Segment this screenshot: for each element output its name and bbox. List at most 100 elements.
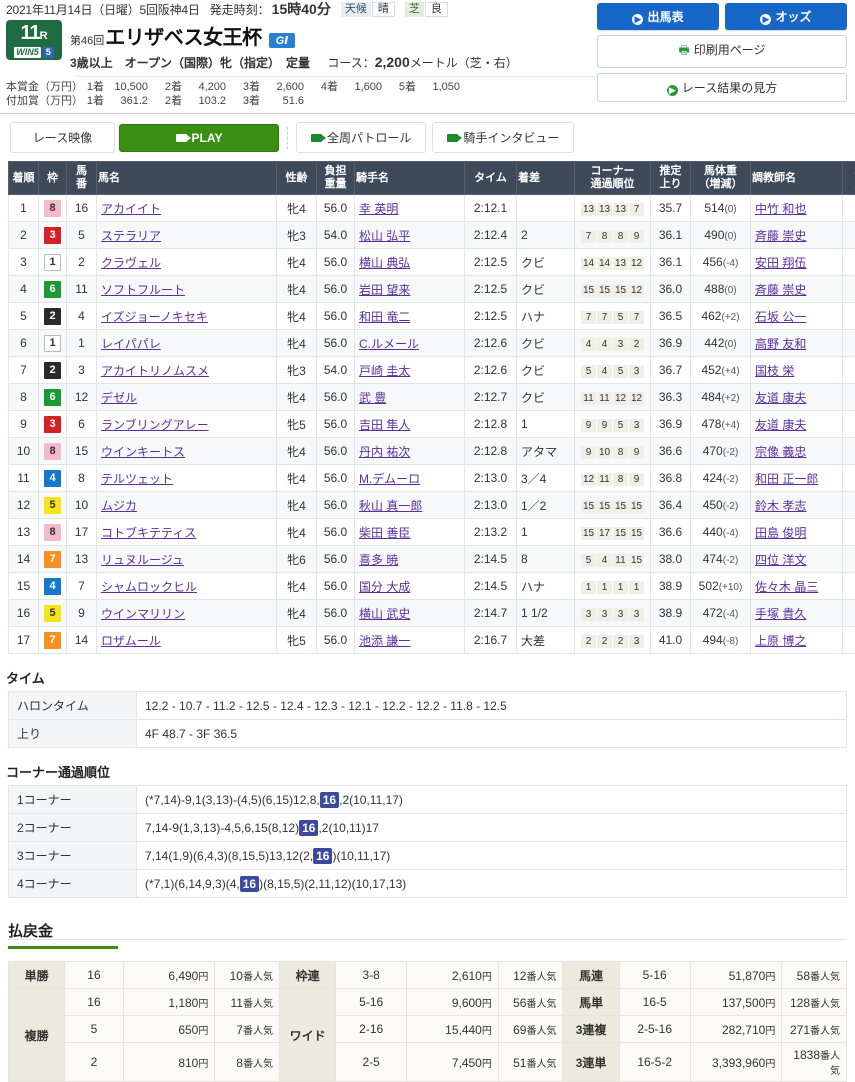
race-number: 11: [20, 22, 39, 44]
horse-link[interactable]: ムジカ: [101, 499, 137, 513]
cell-horse-name: クラヴェル: [97, 249, 277, 276]
cell-jockey: 岩田 望来: [355, 276, 465, 303]
jockey-link[interactable]: 横山 武史: [359, 607, 410, 621]
jockey-link[interactable]: 秋山 真一郎: [359, 499, 422, 513]
payout-amount: 810円: [123, 1043, 215, 1082]
trainer-link[interactable]: 高野 友和: [755, 337, 806, 351]
bracket-badge: 4: [44, 470, 61, 487]
trainer-link[interactable]: 国枝 栄: [755, 364, 794, 378]
weight-change: (-2): [723, 501, 739, 512]
cell-jockey: 松山 弘平: [355, 222, 465, 249]
trainer-link[interactable]: 鈴木 孝志: [755, 499, 806, 513]
jockey-link[interactable]: 柴田 善臣: [359, 526, 410, 540]
col-jockey: 騎手名: [355, 162, 465, 195]
jockey-link[interactable]: 武 豊: [359, 391, 386, 405]
horse-link[interactable]: シャムロックヒル: [101, 580, 197, 594]
entries-button[interactable]: ▶出馬表: [597, 3, 719, 30]
jockey-link[interactable]: 喜多 暁: [359, 553, 398, 567]
jockey-interview-button[interactable]: 騎手インタビュー: [432, 122, 574, 153]
jockey-link[interactable]: 岩田 望来: [359, 283, 410, 297]
cell-time: 2:12.5: [465, 303, 517, 330]
play-video-button[interactable]: PLAY: [119, 124, 279, 152]
cell-win-favorite: 17: [843, 546, 855, 573]
payout-combination: 16-5-2: [619, 1043, 690, 1082]
horse-link[interactable]: レイパパレ: [101, 337, 161, 351]
divider: [8, 939, 847, 940]
corner-position: 15: [613, 500, 628, 513]
payout-popularity: 8番人気: [215, 1043, 280, 1082]
trainer-link[interactable]: 四位 洋文: [755, 553, 806, 567]
cell-horse-name: コトブキテティス: [97, 519, 277, 546]
patrol-video-button[interactable]: 全周パトロール: [296, 122, 426, 153]
horse-link[interactable]: アカイトリノムスメ: [101, 364, 209, 378]
cell-finish-position: 8: [9, 384, 39, 411]
cell-horse-weight: 474(-2): [691, 546, 751, 573]
trainer-link[interactable]: 斉藤 崇史: [755, 283, 806, 297]
trainer-link[interactable]: 石坂 公一: [755, 310, 806, 324]
horse-link[interactable]: ウインキートス: [101, 445, 185, 459]
corner-position: 3: [629, 365, 644, 378]
how-to-read-results-button[interactable]: ▶レース結果の見方: [597, 73, 847, 102]
horse-link[interactable]: デゼル: [101, 391, 137, 405]
cell-sex-age: 牝4: [277, 465, 317, 492]
horse-link[interactable]: イズジョーノキセキ: [101, 310, 208, 324]
jockey-link[interactable]: 和田 竜二: [359, 310, 410, 324]
cell-trainer: 四位 洋文: [751, 546, 843, 573]
horse-link[interactable]: ステラリア: [101, 229, 161, 243]
race-date: 2021年11月14日（日曜）5回阪神4日: [6, 1, 200, 18]
horse-link[interactable]: コトブキテティス: [101, 526, 196, 540]
horse-link[interactable]: ランブリングアレー: [101, 418, 209, 432]
payout-number: 16: [65, 962, 123, 989]
cell-horse-name: ランブリングアレー: [97, 411, 277, 438]
jockey-link[interactable]: M.デムーロ: [359, 472, 420, 486]
horse-link[interactable]: ロザムール: [101, 634, 161, 648]
cell-horse-number: 6: [67, 411, 97, 438]
horse-link[interactable]: リュヌルージュ: [101, 553, 184, 567]
corner-position: 5: [613, 419, 628, 432]
cell-win-favorite: 7: [843, 222, 855, 249]
jockey-link[interactable]: 吉田 隼人: [359, 418, 410, 432]
jockey-link[interactable]: 松山 弘平: [359, 229, 410, 243]
prize-value: 51.6: [260, 94, 304, 108]
payout-combination: 5-16: [336, 989, 407, 1016]
trainer-link[interactable]: 和田 正一郎: [755, 472, 818, 486]
trainer-link[interactable]: 上原 博之: [755, 634, 806, 648]
trainer-link[interactable]: 田島 俊明: [755, 526, 806, 540]
print-page-button[interactable]: 🖶印刷用ページ: [597, 35, 847, 68]
cell-finish-position: 1: [9, 195, 39, 222]
corner-position: 2: [613, 635, 628, 648]
jockey-link[interactable]: 戸崎 圭太: [359, 364, 410, 378]
trainer-link[interactable]: 中竹 和也: [755, 202, 806, 216]
odds-button[interactable]: ▶オッズ: [725, 3, 847, 30]
horse-link[interactable]: クラヴェル: [101, 256, 161, 270]
jockey-link[interactable]: 横山 典弘: [359, 256, 410, 270]
jockey-link[interactable]: 池添 謙一: [359, 634, 410, 648]
cell-margin: [517, 195, 575, 222]
how-to-read-results-label: レース結果の見方: [682, 81, 777, 95]
cell-win-favorite: 6: [843, 411, 855, 438]
corner-row: 4コーナー(*7,1)(6,14,9,3)(4,16)(8,15,5)(2,11…: [9, 870, 847, 898]
trainer-link[interactable]: 友道 康夫: [755, 391, 806, 405]
cell-final-furlong: 36.5: [651, 303, 691, 330]
horse-link[interactable]: ウインマリリン: [101, 607, 185, 621]
cell-time: 2:16.7: [465, 627, 517, 654]
corner-position: 9: [629, 473, 644, 486]
cell-trainer: 安田 翔伍: [751, 249, 843, 276]
trainer-link[interactable]: 安田 翔伍: [755, 256, 806, 270]
trainer-link[interactable]: 手塚 貴久: [755, 607, 806, 621]
jockey-link[interactable]: 丹内 祐次: [359, 445, 410, 459]
jockey-link[interactable]: C.ルメール: [359, 337, 419, 351]
jockey-link[interactable]: 幸 英明: [359, 202, 398, 216]
cell-bracket: 8: [39, 519, 67, 546]
corner-row-value: 7,14(1,9)(6,4,3)(8,15,5)13,12(2,16)(10,1…: [137, 842, 847, 870]
cell-weight-carried: 56.0: [317, 330, 355, 357]
horse-link[interactable]: アカイイト: [101, 202, 161, 216]
trainer-link[interactable]: 斉藤 崇史: [755, 229, 806, 243]
trainer-link[interactable]: 佐々木 晶三: [755, 580, 818, 594]
horse-link[interactable]: テルツェット: [101, 472, 173, 486]
trainer-link[interactable]: 宗像 義忠: [755, 445, 806, 459]
horse-link[interactable]: ソフトフルート: [101, 283, 185, 297]
jockey-link[interactable]: 国分 大成: [359, 580, 410, 594]
trainer-link[interactable]: 友道 康夫: [755, 418, 806, 432]
weather-value: 晴: [372, 2, 395, 17]
